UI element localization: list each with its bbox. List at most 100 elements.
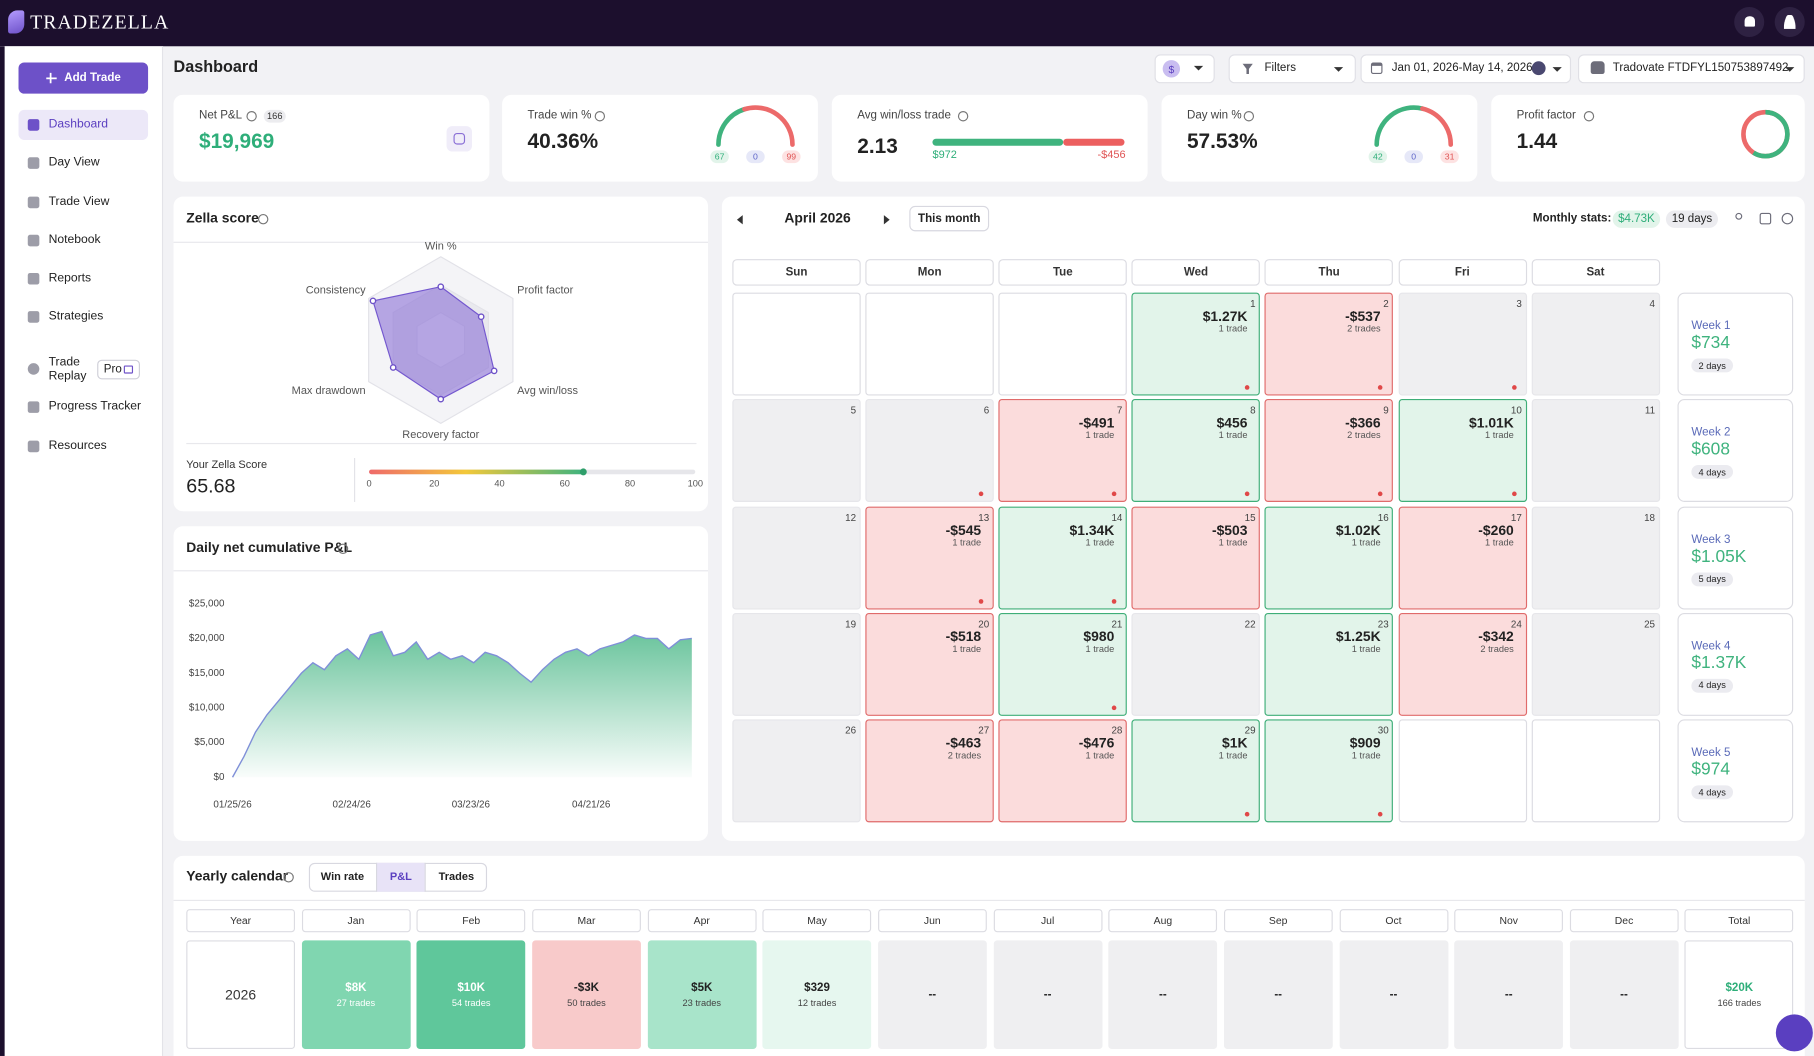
day-cell[interactable]: 4 [1531,292,1660,396]
nav-item[interactable] [18,109,149,140]
day-number: 1 [1250,297,1256,310]
day-cell[interactable]: 2 -$537 2 trades [1264,292,1394,396]
year-cell[interactable]: $8K 27 trades [301,940,411,1050]
year-cell[interactable]: $329 12 trades [762,940,872,1050]
y-tick-label: $20,000 [188,631,225,644]
empty-day [998,292,1128,396]
column-header-label: Apr [693,914,710,927]
year-cell[interactable]: $10K 54 trades [416,940,526,1050]
column-header: Apr [647,909,757,933]
radar-axis-label: Max drawdown [291,384,366,398]
year-cell[interactable]: -- [1569,940,1679,1050]
day-cell[interactable]: 5 [732,399,861,503]
clear-button[interactable] [1531,61,1546,76]
day-cell[interactable]: 24 -$342 2 trades [1398,612,1527,716]
day-cell[interactable]: 17 -$260 1 trade [1398,506,1527,610]
day-pnl: -$260 [1478,521,1514,538]
day-number: 18 [1644,511,1656,523]
day-cell[interactable]: 13 -$545 1 trade [865,506,994,610]
gauge-count-text: 67 [714,151,725,162]
month-value: -- [1159,988,1167,1002]
stat-label: Net P&L [198,109,243,123]
y-tick-label: $25,000 [188,597,225,609]
this-month-button[interactable]: This month [909,205,990,232]
note-dot [1511,491,1517,497]
year-cell[interactable]: -- [877,940,987,1050]
radar-axis-label: Profit factor [517,284,574,297]
monthly-stats-days-text: 19 days [1671,212,1713,226]
day-cell[interactable]: 28 -$476 1 trade [998,719,1128,823]
chat-button[interactable] [1775,1014,1813,1052]
day-pnl: -$463 [945,735,982,752]
day-cell[interactable]: 18 [1531,506,1660,610]
year-cell[interactable]: -$3K 50 trades [532,940,641,1050]
day-trades: 1 trade [1218,430,1248,441]
year-cell[interactable]: -- [1454,940,1564,1050]
day-number: 17 [1510,511,1522,523]
day-cell[interactable]: 26 [732,719,861,823]
year-cell[interactable]: -- [1108,940,1218,1050]
year-cell[interactable]: $5K 23 trades [647,940,757,1050]
add-trade-button[interactable]: Add Trade [18,62,149,94]
year-cell[interactable]: $20K 166 trades [1684,940,1794,1050]
x-tick-label: 04/21/26 [572,798,611,810]
day-cell[interactable]: 15 -$503 1 trade [1131,506,1261,610]
account-select[interactable] [1577,54,1805,84]
add-trade-label: Add Trade [64,71,121,85]
day-cell[interactable]: 14 $1.34K 1 trade [998,506,1128,610]
week-card: Week 3 $1.05K 5 days [1677,506,1794,610]
day-cell[interactable]: 20 -$518 1 trade [865,612,994,716]
empty-day [732,292,861,396]
day-cell[interactable]: 11 [1531,399,1660,503]
toolbar-icon[interactable] [1781,212,1794,225]
day-cell[interactable]: 22 [1131,612,1261,716]
toolbar-icon[interactable] [1735,212,1743,220]
week-days: 4 days [1691,785,1734,800]
day-cell[interactable]: 3 [1398,292,1527,396]
weekday-label: Mon [917,266,942,279]
day-cell[interactable]: 21 $980 1 trade [998,612,1128,716]
day-cell[interactable]: 16 $1.02K 1 trade [1264,506,1394,610]
weekday-header: Mon [865,259,994,286]
day-cell[interactable]: 10 $1.01K 1 trade [1398,399,1527,503]
day-trades: 1 trade [1085,536,1115,548]
day-trades: 1 trade [1085,643,1115,655]
day-cell[interactable]: 8 $456 1 trade [1131,399,1261,503]
next-month-button[interactable] [883,215,890,225]
day-cell[interactable]: 12 [732,506,861,610]
pro-label: Pro [103,363,122,376]
day-cell[interactable]: 25 [1531,612,1660,716]
x-tick-label: 02/24/26 [332,798,371,810]
week-value: $608 [1691,439,1730,460]
day-cell[interactable]: 19 [732,612,861,716]
day-cell[interactable]: 30 $909 1 trade [1264,719,1394,823]
day-cell[interactable]: 27 -$463 2 trades [865,719,994,823]
divider [173,241,709,243]
day-cell[interactable]: 23 $1.25K 1 trade [1264,612,1394,716]
gauge-count: 31 [1440,150,1459,164]
prev-month-button[interactable] [736,215,743,225]
toolbar-icon[interactable] [1759,212,1772,225]
tab[interactable]: P&L [375,862,425,892]
caret-icon [1333,67,1344,72]
year-cell[interactable]: -- [1339,940,1448,1050]
gauge-count-text: 0 [753,151,758,162]
day-cell[interactable]: 7 -$491 1 trade [998,399,1128,503]
year-cell[interactable]: -- [993,940,1102,1050]
day-number: 11 [1644,404,1656,416]
day-cell[interactable]: 6 [865,399,994,503]
week-label: Week 4 [1691,640,1731,653]
info-icon [1243,110,1254,121]
year-cell[interactable]: -- [1223,940,1333,1050]
day-trades: 1 trade [952,536,982,548]
day-cell[interactable]: 9 -$366 2 trades [1264,399,1394,503]
day-cell[interactable]: 1 $1.27K 1 trade [1131,292,1261,396]
tab[interactable]: Trades [424,862,487,892]
tab[interactable]: Win rate [309,863,376,892]
month-value: $5K [691,981,713,995]
day-cell[interactable]: 29 $1K 1 trade [1131,719,1261,823]
column-header: Aug [1108,909,1218,933]
caret-icon [1785,67,1795,72]
year-cell[interactable]: 2026 [186,940,296,1050]
